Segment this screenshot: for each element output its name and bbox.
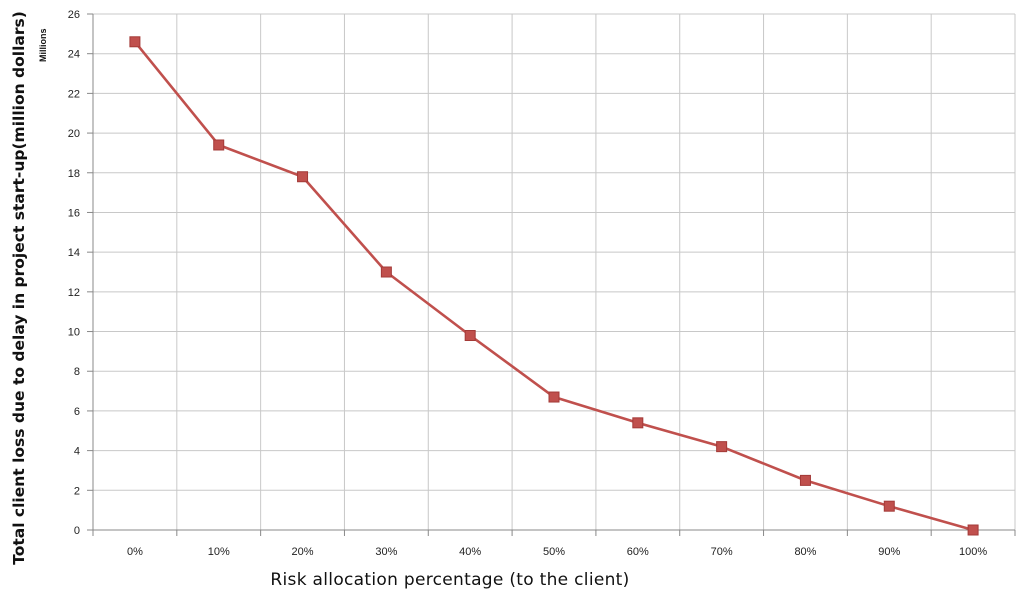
data-point-marker <box>380 266 392 278</box>
y-tick-label: 12 <box>68 287 80 299</box>
x-tick-label: 90% <box>878 546 900 558</box>
x-tick-labels: 0% 10% 20% 30% 40% 50% 60% 70% 80% 90% 100% <box>127 546 987 558</box>
y-tick-label: 0 <box>74 525 80 537</box>
y-tick-label: 10 <box>68 327 80 339</box>
y-tick-label: 4 <box>74 446 80 458</box>
x-tick-label: 100% <box>959 546 987 558</box>
y-tick-label: 24 <box>68 49 80 61</box>
data-point-marker <box>799 474 811 486</box>
series <box>129 36 979 536</box>
y-tick-label: 16 <box>68 207 80 219</box>
x-tick-label: 50% <box>543 546 565 558</box>
x-tick-label: 70% <box>711 546 733 558</box>
axes <box>87 13 1016 536</box>
data-point-marker <box>967 524 979 536</box>
y-axis-title: Total client loss due to delay in projec… <box>10 11 28 565</box>
y-tick-label: 8 <box>74 366 80 378</box>
data-point-marker <box>464 330 476 342</box>
data-point-marker <box>213 139 225 151</box>
y-tick-label: 2 <box>74 485 80 497</box>
x-tick-label: 10% <box>208 546 230 558</box>
y-tick-label: 20 <box>68 128 80 140</box>
x-tick-label: 60% <box>627 546 649 558</box>
data-point-marker <box>129 36 141 48</box>
x-tick-label: 0% <box>127 546 143 558</box>
y-tick-label: 14 <box>68 247 80 259</box>
y-tick-label: 26 <box>68 9 80 21</box>
data-point-marker <box>632 417 644 429</box>
x-tick-label: 30% <box>375 546 397 558</box>
data-point-marker <box>297 171 309 183</box>
data-point-marker <box>716 441 728 453</box>
x-tick-label: 40% <box>459 546 481 558</box>
grid <box>92 13 1016 531</box>
data-point-marker <box>548 391 560 403</box>
data-point-marker <box>883 500 895 512</box>
y-units-label: Millions <box>38 29 48 63</box>
y-tick-label: 6 <box>74 406 80 418</box>
y-tick-label: 22 <box>68 88 80 100</box>
x-tick-label: 80% <box>794 546 816 558</box>
x-axis-title: Risk allocation percentage (to the clien… <box>270 570 629 590</box>
x-tick-label: 20% <box>292 546 314 558</box>
y-tick-label: 18 <box>68 168 80 180</box>
